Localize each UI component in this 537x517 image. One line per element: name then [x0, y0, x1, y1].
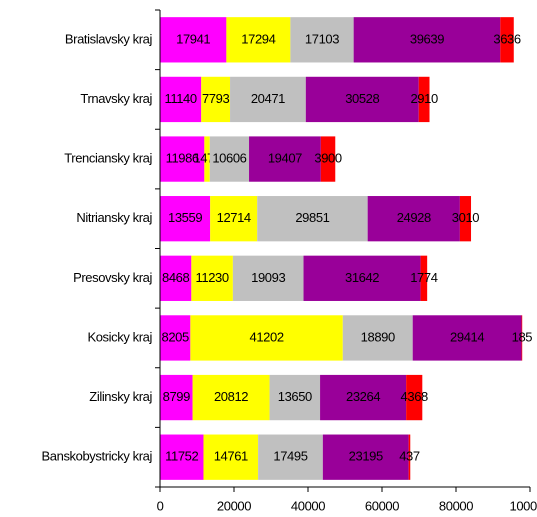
bar-segment	[258, 434, 323, 480]
x-tick-label: 100000	[510, 498, 537, 513]
data-label: 17103	[305, 31, 339, 46]
data-label: 17294	[241, 31, 275, 46]
bar-segment	[203, 434, 259, 480]
data-label: 8799	[163, 389, 190, 404]
bar-segment	[322, 434, 409, 480]
bar-segment	[418, 76, 430, 123]
y-tick-label: Presovsky kraj	[73, 270, 152, 285]
data-label: 30528	[345, 91, 379, 106]
bar-segment	[320, 374, 407, 421]
data-label: 29851	[295, 210, 329, 225]
data-label: 31642	[345, 270, 379, 285]
bar-segment	[408, 434, 411, 480]
data-label: 20812	[214, 389, 248, 404]
data-label: 17495	[273, 449, 307, 464]
data-label: 39639	[410, 31, 444, 46]
bar-segment	[305, 76, 419, 123]
data-label: 41202	[250, 329, 284, 344]
bar-segment	[191, 255, 233, 301]
y-tick-label: Banskobystricky kraj	[42, 449, 153, 464]
data-label: 3636	[493, 31, 520, 46]
data-label: 1774	[410, 270, 437, 285]
x-tick-label: 40000	[291, 498, 325, 513]
y-tick-label: Kosicky kraj	[87, 329, 152, 344]
data-label: 3900	[314, 151, 341, 166]
data-label: 18890	[361, 329, 395, 344]
bar-segment	[412, 315, 522, 361]
bar-segment	[500, 17, 514, 63]
data-label: 23264	[346, 389, 380, 404]
data-label: 29414	[450, 329, 484, 344]
bar-segment	[160, 76, 202, 123]
x-tick-label: 80000	[439, 498, 473, 513]
data-label: 8468	[162, 270, 189, 285]
data-label: 13650	[278, 389, 312, 404]
bar-segment	[201, 76, 231, 123]
bar-segment	[160, 374, 193, 421]
data-label: 20471	[251, 91, 285, 106]
bar-segment	[459, 196, 472, 242]
bar-segment	[232, 255, 304, 301]
bar-segment	[249, 136, 321, 182]
x-tick-label: 0	[157, 498, 164, 513]
y-tick-label: Nitriansky kraj	[76, 210, 152, 225]
bar-segment	[190, 315, 343, 361]
bar-segment	[303, 255, 421, 301]
bar-segment	[290, 17, 354, 63]
data-label: 4368	[401, 389, 428, 404]
data-label: 17941	[176, 31, 210, 46]
bar-segment	[367, 196, 460, 242]
bar-segment	[269, 374, 321, 421]
data-label: 23195	[349, 449, 383, 464]
data-label: 19407	[268, 151, 302, 166]
data-label: 11230	[196, 270, 229, 285]
data-label: 12714	[217, 210, 251, 225]
bar-segment	[257, 196, 368, 242]
bar-segment	[406, 374, 423, 421]
data-label: 3010	[452, 210, 479, 225]
data-label: 8205	[162, 329, 189, 344]
data-label: 19093	[251, 270, 285, 285]
y-tick-label: Trenciansky kraj	[64, 151, 152, 166]
bar-segment	[160, 196, 211, 242]
y-tick-label: Trnavsky kraj	[80, 91, 152, 106]
data-label: 14761	[214, 449, 248, 464]
bar-segment	[209, 136, 250, 182]
bar-segment	[160, 255, 192, 301]
data-label: 437	[399, 449, 420, 464]
data-label: 11140	[164, 91, 196, 106]
bar-segment	[160, 17, 227, 63]
data-label: 24928	[397, 210, 431, 225]
bar-segment	[160, 136, 205, 182]
bar-segment	[320, 136, 336, 182]
y-tick-label: Zilinsky kraj	[89, 389, 152, 404]
data-label: 13559	[168, 210, 202, 225]
bar-segment	[226, 17, 291, 63]
bar-segment	[210, 196, 258, 242]
data-label: 7793	[202, 91, 229, 106]
bar-segment	[342, 315, 413, 361]
data-label: 11986	[166, 151, 199, 166]
bar-segment	[521, 315, 523, 361]
data-label: 185	[512, 329, 533, 344]
bar-segment	[160, 434, 204, 480]
data-label: 10606	[212, 151, 246, 166]
bar-segment	[420, 255, 428, 301]
bar-segment	[204, 136, 210, 182]
bar-segment	[230, 76, 306, 123]
data-label: 2910	[410, 91, 437, 106]
bar-segment	[192, 374, 270, 421]
y-tick-label: Bratislavsky kraj	[65, 31, 153, 46]
data-label: 11752	[165, 449, 198, 464]
x-tick-label: 60000	[365, 498, 399, 513]
x-tick-label: 20000	[217, 498, 251, 513]
bar-segment	[160, 315, 191, 361]
bar-segment	[353, 17, 501, 63]
